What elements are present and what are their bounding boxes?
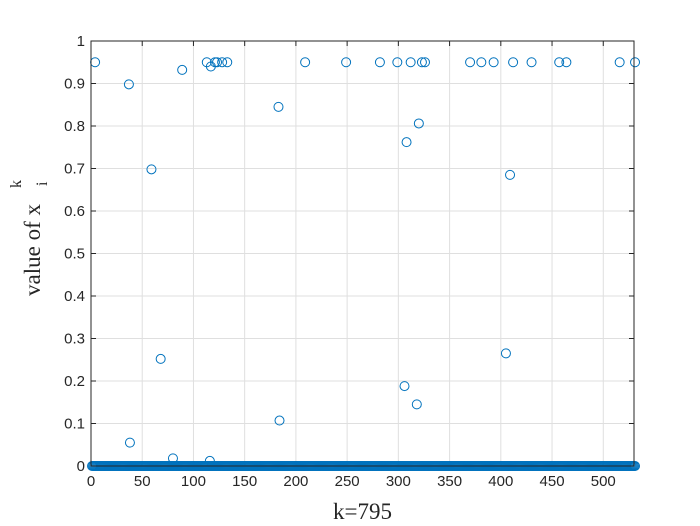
y-tick-label: 0	[77, 458, 85, 475]
data-point	[392, 57, 403, 68]
data-point	[500, 348, 511, 359]
x-tick-label: 0	[87, 473, 95, 490]
plot-box	[90, 40, 635, 467]
data-point	[123, 79, 134, 90]
data-point	[465, 57, 476, 68]
x-tick-label: 350	[437, 473, 462, 490]
data-point	[155, 353, 166, 364]
data-point	[476, 57, 487, 68]
y-tick-label: 1	[77, 33, 85, 50]
y-tick-label: 0.2	[64, 373, 85, 390]
data-point	[488, 57, 499, 68]
y-tick-label: 0.4	[64, 288, 85, 305]
y-axis-title: value of x k i	[8, 180, 51, 296]
data-point	[341, 57, 352, 68]
data-point	[554, 57, 565, 68]
data-point	[399, 381, 410, 392]
data-point	[561, 57, 572, 68]
data-point	[411, 399, 422, 410]
data-point	[274, 415, 285, 426]
y-tick-label: 0.8	[64, 118, 85, 135]
x-tick-label: 300	[386, 473, 411, 490]
data-point	[177, 64, 188, 75]
x-tick-label: 150	[232, 473, 257, 490]
x-tick-label: 250	[335, 473, 360, 490]
data-point	[630, 57, 641, 68]
data-point	[508, 57, 519, 68]
x-tick-label: 400	[488, 473, 513, 490]
svg-text:value of x: value of x	[20, 204, 45, 296]
data-point	[273, 101, 284, 112]
data-point	[374, 57, 385, 68]
y-tick-label: 0.9	[64, 76, 85, 93]
data-point	[526, 57, 537, 68]
y-axis-title-superscript: k	[8, 180, 25, 188]
y-axis-ticks: 0 0.1 0.2 0.3 0.4 0.5 0.6 0.7 0.8 0.9 1	[64, 33, 634, 475]
data-point	[212, 57, 223, 68]
data-point	[222, 57, 233, 68]
x-tick-label: 50	[134, 473, 151, 490]
x-axis-title: k=795	[333, 499, 392, 524]
data-point	[413, 118, 424, 129]
y-axis-title-subscript: i	[34, 181, 51, 186]
y-tick-label: 0.3	[64, 331, 85, 348]
data-point	[419, 57, 430, 68]
y-tick-label: 0.1	[64, 416, 85, 433]
data-point	[146, 164, 157, 175]
x-tick-label: 100	[181, 473, 206, 490]
x-axis-ticks: 0 50 100 150 200 250 300 350 400 450 500	[87, 41, 616, 490]
data-point	[416, 57, 427, 68]
data-point	[614, 57, 625, 68]
data-point	[300, 57, 311, 68]
x-tick-label: 450	[540, 473, 565, 490]
x-tick-label: 200	[283, 473, 308, 490]
data-point	[217, 57, 228, 68]
data-point	[401, 137, 412, 148]
data-point	[124, 437, 135, 448]
data-point	[405, 57, 416, 68]
data-point	[505, 169, 516, 180]
x-tick-label: 500	[591, 473, 616, 490]
y-axis-title-main: value of x	[20, 204, 45, 296]
y-tick-label: 0.7	[64, 161, 85, 178]
y-tick-label: 0.6	[64, 203, 85, 220]
y-tick-label: 0.5	[64, 246, 85, 263]
